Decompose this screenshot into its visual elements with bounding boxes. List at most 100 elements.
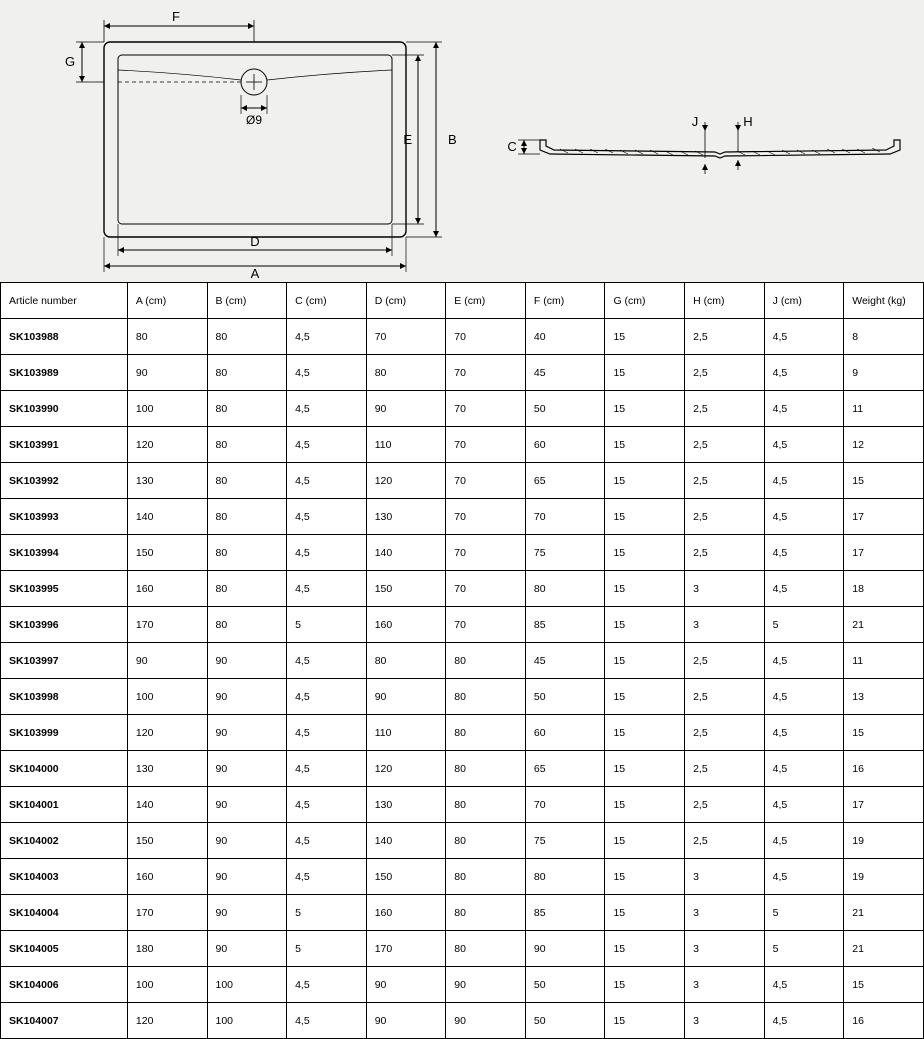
table-cell: 4,5 bbox=[287, 463, 367, 499]
table-cell: 4,5 bbox=[764, 751, 844, 787]
table-cell: 13 bbox=[844, 679, 924, 715]
table-cell: 17 bbox=[844, 535, 924, 571]
table-cell: 60 bbox=[525, 427, 605, 463]
table-cell: 15 bbox=[605, 895, 685, 931]
column-header: Weight (kg) bbox=[844, 283, 924, 319]
table-cell: SK103999 bbox=[1, 715, 128, 751]
table-cell: 100 bbox=[207, 1003, 287, 1039]
table-cell: 2,5 bbox=[685, 787, 765, 823]
table-cell: 4,5 bbox=[764, 823, 844, 859]
table-cell: 80 bbox=[525, 859, 605, 895]
table-cell: 70 bbox=[446, 571, 526, 607]
table-cell: 2,5 bbox=[685, 715, 765, 751]
table-cell: 16 bbox=[844, 751, 924, 787]
table-cell: 80 bbox=[366, 355, 446, 391]
table-cell: SK103989 bbox=[1, 355, 128, 391]
table-cell: 100 bbox=[207, 967, 287, 1003]
table-cell: 5 bbox=[764, 895, 844, 931]
dim-B: B bbox=[448, 132, 457, 147]
column-header: H (cm) bbox=[685, 283, 765, 319]
table-row: SK103999120904,51108060152,54,515 bbox=[1, 715, 924, 751]
table-cell: 70 bbox=[525, 499, 605, 535]
table-cell: 90 bbox=[366, 1003, 446, 1039]
dim-C: C bbox=[507, 139, 516, 154]
table-cell: 70 bbox=[446, 427, 526, 463]
table-cell: 90 bbox=[207, 643, 287, 679]
table-cell: 15 bbox=[605, 823, 685, 859]
table-cell: 17 bbox=[844, 787, 924, 823]
table-cell: 85 bbox=[525, 895, 605, 931]
table-cell: 4,5 bbox=[287, 355, 367, 391]
table-cell: SK103998 bbox=[1, 679, 128, 715]
table-cell: 4,5 bbox=[287, 679, 367, 715]
table-cell: 18 bbox=[844, 571, 924, 607]
table-cell: 70 bbox=[446, 607, 526, 643]
table-cell: 4,5 bbox=[764, 967, 844, 1003]
table-cell: SK103995 bbox=[1, 571, 128, 607]
table-row: SK103991120804,51107060152,54,512 bbox=[1, 427, 924, 463]
table-cell: 4,5 bbox=[287, 967, 367, 1003]
table-cell: 4,5 bbox=[764, 571, 844, 607]
table-cell: 65 bbox=[525, 463, 605, 499]
table-cell: 100 bbox=[127, 391, 207, 427]
table-cell: 80 bbox=[446, 859, 526, 895]
table-row: SK103994150804,51407075152,54,517 bbox=[1, 535, 924, 571]
table-cell: 130 bbox=[366, 787, 446, 823]
dim-H: H bbox=[743, 114, 752, 129]
table-cell: 2,5 bbox=[685, 463, 765, 499]
table-cell: 15 bbox=[844, 715, 924, 751]
table-cell: SK103994 bbox=[1, 535, 128, 571]
table-cell: 4,5 bbox=[287, 319, 367, 355]
dim-E: E bbox=[403, 132, 412, 147]
table-cell: 80 bbox=[207, 535, 287, 571]
table-row: SK103993140804,51307070152,54,517 bbox=[1, 499, 924, 535]
table-cell: 120 bbox=[127, 715, 207, 751]
table-cell: 15 bbox=[605, 787, 685, 823]
table-cell: SK103988 bbox=[1, 319, 128, 355]
table-cell: 4,5 bbox=[764, 463, 844, 499]
table-cell: SK104006 bbox=[1, 967, 128, 1003]
column-header: J (cm) bbox=[764, 283, 844, 319]
table-cell: 4,5 bbox=[287, 1003, 367, 1039]
table-cell: 80 bbox=[127, 319, 207, 355]
table-cell: SK103991 bbox=[1, 427, 128, 463]
table-row: SK1040071201004,59090501534,516 bbox=[1, 1003, 924, 1039]
table-cell: 80 bbox=[446, 751, 526, 787]
table-cell: 15 bbox=[605, 967, 685, 1003]
table-cell: 110 bbox=[366, 715, 446, 751]
table-cell: 9 bbox=[844, 355, 924, 391]
table-cell: 4,5 bbox=[764, 859, 844, 895]
table-cell: 5 bbox=[287, 895, 367, 931]
table-cell: SK104007 bbox=[1, 1003, 128, 1039]
column-header: E (cm) bbox=[446, 283, 526, 319]
table-cell: 80 bbox=[446, 679, 526, 715]
table-cell: 2,5 bbox=[685, 643, 765, 679]
table-cell: 4,5 bbox=[287, 859, 367, 895]
table-cell: 21 bbox=[844, 931, 924, 967]
table-cell: 15 bbox=[605, 931, 685, 967]
column-header: F (cm) bbox=[525, 283, 605, 319]
table-cell: 15 bbox=[605, 859, 685, 895]
dim-D: D bbox=[250, 234, 259, 249]
table-cell: 120 bbox=[366, 463, 446, 499]
dim-G: G bbox=[65, 54, 75, 69]
table-cell: 11 bbox=[844, 643, 924, 679]
table-cell: 19 bbox=[844, 823, 924, 859]
table-cell: 150 bbox=[366, 571, 446, 607]
table-cell: 2,5 bbox=[685, 355, 765, 391]
table-cell: 15 bbox=[605, 463, 685, 499]
table-cell: 90 bbox=[446, 1003, 526, 1039]
table-cell: 80 bbox=[207, 427, 287, 463]
table-cell: 90 bbox=[207, 787, 287, 823]
dim-F: F bbox=[172, 9, 180, 24]
table-cell: 70 bbox=[446, 463, 526, 499]
table-cell: 80 bbox=[366, 643, 446, 679]
table-cell: 4,5 bbox=[287, 823, 367, 859]
table-cell: 50 bbox=[525, 1003, 605, 1039]
table-row: SK1039961708051607085153521 bbox=[1, 607, 924, 643]
table-cell: 4,5 bbox=[764, 355, 844, 391]
table-row: SK103998100904,5908050152,54,513 bbox=[1, 679, 924, 715]
table-cell: 80 bbox=[446, 787, 526, 823]
table-cell: 2,5 bbox=[685, 823, 765, 859]
table-row: SK10398880804,5707040152,54,58 bbox=[1, 319, 924, 355]
